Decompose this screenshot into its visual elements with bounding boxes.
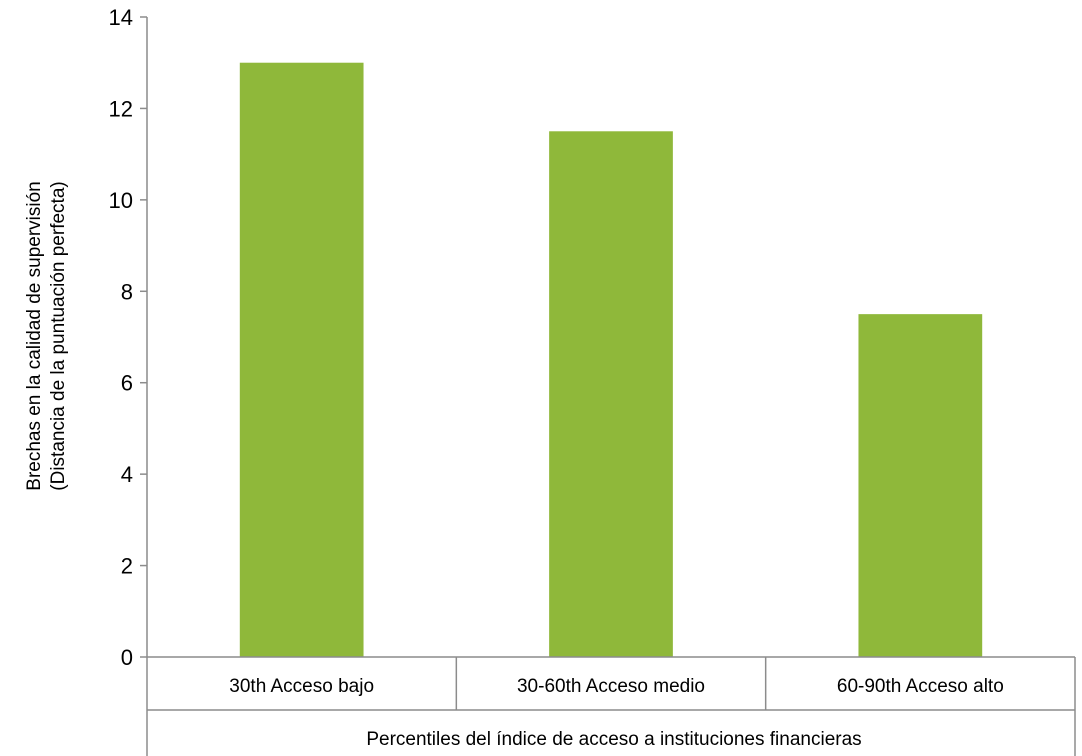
x-category-label: 60-90th Acceso alto <box>837 676 1004 697</box>
bars <box>239 62 983 658</box>
x-axis: 30th Acceso bajo 30-60th Acceso medio 60-9… <box>146 656 1076 756</box>
y-tick-label: 12 <box>109 96 133 121</box>
y-axis-title-line-1: Brechas en la calidad de supervisión <box>24 181 45 490</box>
y-tick-label: 10 <box>109 188 133 213</box>
y-tick-label: 6 <box>121 371 133 396</box>
x-category-label: 30-60th Acceso medio <box>517 676 705 697</box>
bar <box>858 314 983 657</box>
bar <box>239 62 364 657</box>
y-tick-label: 2 <box>121 554 133 579</box>
y-tick-label: 8 <box>121 279 133 304</box>
x-category-label: 30th Acceso bajo <box>229 676 374 697</box>
y-axis: 0 2 4 6 8 10 12 14 <box>109 5 148 670</box>
x-axis-title: Percentiles del índice de acceso a insti… <box>366 729 861 750</box>
y-axis-title-line-2: (Distancia de la puntuación perfecta) <box>48 181 69 490</box>
y-tick-label: 4 <box>121 462 133 487</box>
y-tick-label: 0 <box>121 645 133 670</box>
bar <box>549 131 673 658</box>
y-axis-title: Brechas en la calidad de supervisión (Di… <box>24 181 69 490</box>
y-tick-label: 14 <box>109 5 133 30</box>
